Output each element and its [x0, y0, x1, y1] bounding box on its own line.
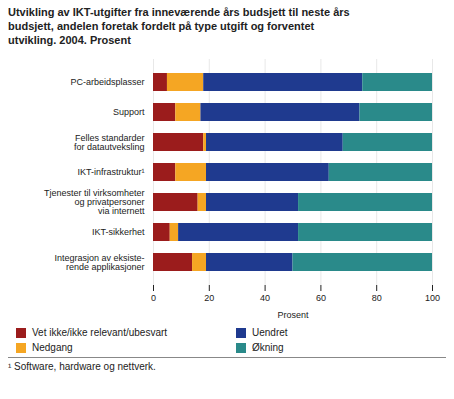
html-text:Utvikling av IKT-utgifter fra: Utvikling av IKT-utgifter fra inneværend… [8, 6, 350, 46]
html-text:Vet ikke/ikke relevant/ubesvar: Vet ikke/ikke relevant/ubesvart [32, 327, 168, 339]
svg-text:60: 60 [316, 293, 326, 303]
html-text:Nedgang: Nedgang [32, 342, 73, 354]
html-text:Uendret: Uendret [252, 327, 288, 339]
svg-text:80: 80 [372, 293, 382, 303]
svg-text:Integrasjon av eksiste-rende a: Integrasjon av eksiste-rende applikasjon… [54, 253, 144, 272]
svg-text:20: 20 [204, 293, 214, 303]
svg-text:Prosent: Prosent [277, 310, 309, 320]
svg-text:PC-arbeidsplasser: PC-arbeidsplasser [70, 78, 144, 88]
svg-text:0: 0 [151, 293, 156, 303]
svg-text:40: 40 [260, 293, 270, 303]
svg-text:Support: Support [113, 108, 145, 118]
svg-text:IKT-infrastruktur¹: IKT-infrastruktur¹ [77, 168, 144, 178]
svg-text:100: 100 [425, 293, 440, 303]
svg-text:Felles standarderfor datautvek: Felles standarderfor datautveksling [74, 133, 145, 152]
svg-text:IKT-sikkerhet: IKT-sikkerhet [92, 228, 145, 238]
html-text:Økning: Økning [252, 342, 284, 354]
html-text:¹ Software, hardware og nettve: ¹ Software, hardware og nettverk. [8, 361, 156, 373]
svg-text:Tjenester til virksomheterog p: Tjenester til virksomheterog privatperso… [44, 189, 145, 217]
